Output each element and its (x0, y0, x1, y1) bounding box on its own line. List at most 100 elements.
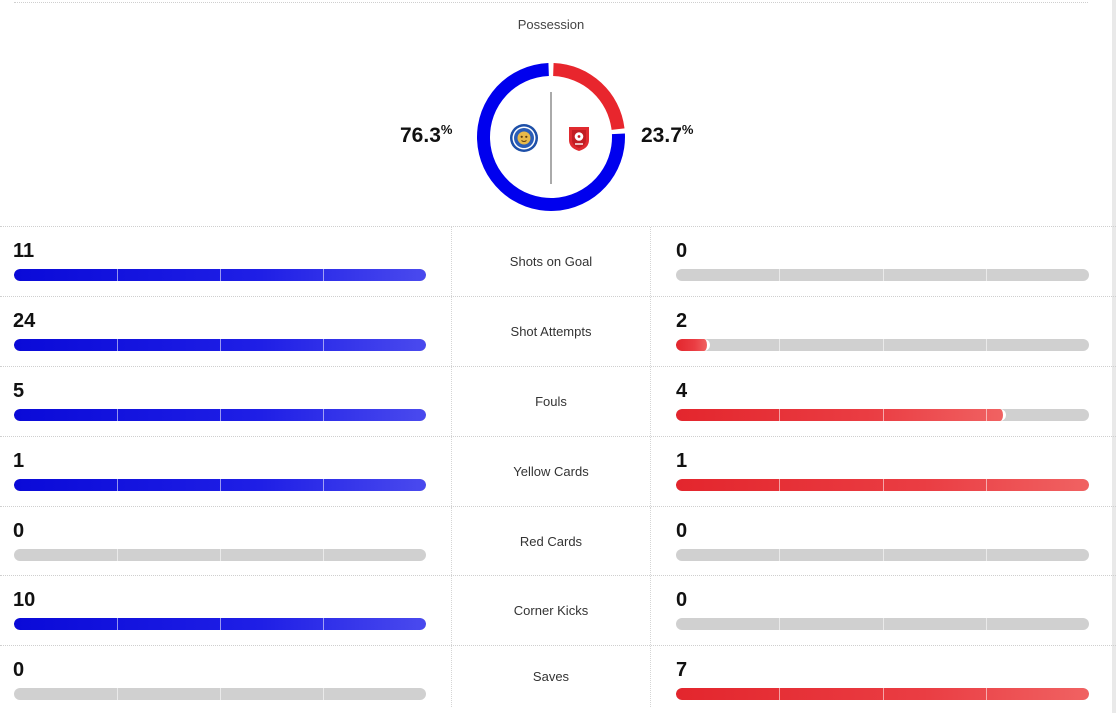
bar-segment-divider (220, 688, 221, 701)
bar-segment-divider (985, 408, 987, 421)
bar-segment-divider (220, 618, 221, 631)
home-stat-value: 24 (13, 309, 36, 332)
bar-segment-divider (220, 408, 221, 421)
home-stat-value: 0 (13, 659, 25, 682)
stats-table: 11 Shots on Goal 0 24 Shot Attempts 2 5 Fouls… (0, 226, 1116, 708)
away-stat-value: 0 (676, 240, 688, 262)
bar-segment-divider (323, 548, 324, 561)
away-stat-bar (676, 338, 1089, 351)
bar-segment-divider (779, 548, 781, 561)
bar-segment-divider (323, 478, 324, 491)
away-stat-bar-fill (676, 338, 711, 351)
stat-label: Shot Attempts (451, 296, 651, 366)
away-stat-bar-fill (676, 408, 1007, 421)
stat-row-yellow-cards: 1 Yellow Cards 1 (0, 435, 1116, 506)
away-stat-bar (676, 618, 1089, 631)
away-stat-value: 0 (676, 519, 688, 542)
bar-segment-divider (779, 618, 781, 631)
away-possession-symbol: % (681, 122, 694, 137)
bar-segment-divider (985, 478, 987, 491)
away-stat-value: 1 (676, 449, 688, 472)
bar-segment-divider (985, 269, 987, 281)
bar-segment-divider (220, 269, 221, 281)
away-stat-value: 7 (676, 659, 688, 682)
away-stat-bar (676, 548, 1089, 561)
bar-segment-divider (882, 478, 884, 491)
home-possession-value: 76.3 (400, 124, 441, 147)
away-possession-arc (553, 63, 625, 130)
bar-segment-divider (882, 269, 884, 281)
home-stat-value: 0 (13, 519, 25, 542)
home-stat-bar (14, 338, 426, 351)
bar-segment-divider (220, 548, 221, 561)
bar-segment-divider (882, 618, 884, 631)
leicester-city-crest-icon (509, 123, 539, 153)
bar-segment-divider (882, 548, 884, 561)
home-stat-bar (14, 548, 426, 561)
stat-label: Shots on Goal (451, 227, 651, 296)
away-stat-bar (676, 478, 1089, 491)
bar-segment-divider (117, 688, 118, 701)
bar-segment-divider (117, 408, 118, 421)
away-stat-bar (676, 688, 1089, 701)
bar-segment-divider (779, 338, 781, 351)
away-stat-value: 0 (676, 589, 688, 612)
rotherham-united-crest-icon (564, 123, 594, 153)
home-possession-symbol: % (440, 122, 453, 137)
bar-segment-divider (779, 408, 781, 421)
stat-row-red-cards: 0 Red Cards 0 (0, 505, 1116, 576)
home-stat-bar (14, 688, 426, 701)
home-stat-bar (14, 478, 426, 491)
home-stat-bar (14, 269, 426, 281)
stat-row-saves: 0 Saves 7 (0, 645, 1116, 708)
stat-row-corner-kicks: 10 Corner Kicks 0 (0, 575, 1116, 646)
bar-segment-divider (323, 618, 324, 631)
bar-segment-divider (985, 338, 987, 351)
stat-label: Saves (451, 646, 651, 708)
bar-segment-divider (117, 269, 118, 281)
stat-row-fouls: 5 Fouls 4 (0, 365, 1116, 436)
bar-segment-divider (985, 618, 987, 631)
possession-title: Possession (517, 17, 585, 32)
bar-segment-divider (882, 688, 884, 701)
bar-segment-divider (779, 269, 781, 281)
bar-segment-divider (220, 338, 221, 351)
away-stat-value: 4 (676, 379, 688, 402)
scrollbar-track[interactable] (1112, 0, 1116, 713)
bar-segment-divider (882, 338, 884, 351)
bar-segment-divider (220, 478, 221, 491)
stat-label: Red Cards (451, 506, 651, 576)
bar-segment-divider (985, 548, 987, 561)
bar-segment-divider (779, 688, 781, 701)
away-possession-value: 23.7 (641, 124, 682, 147)
stat-row-shot-attempts: 24 Shot Attempts 2 (0, 295, 1116, 366)
possession-donut-chart (476, 62, 626, 212)
bar-segment-divider (117, 338, 118, 351)
top-divider (14, 2, 1088, 3)
bar-segment-divider (323, 408, 324, 421)
home-possession: 76.3% (400, 122, 453, 148)
bar-segment-divider (117, 548, 118, 561)
away-stat-value: 2 (676, 309, 688, 332)
stat-label: Yellow Cards (451, 436, 651, 506)
stat-label: Corner Kicks (451, 576, 651, 646)
home-stat-value: 10 (13, 589, 36, 612)
away-stat-bar (676, 408, 1089, 421)
away-stat-bar (676, 269, 1089, 281)
bar-segment-divider (985, 688, 987, 701)
home-stat-value: 11 (13, 240, 35, 262)
home-stat-bar (14, 618, 426, 631)
bar-segment-divider (779, 478, 781, 491)
stat-label: Fouls (451, 366, 651, 436)
home-stat-value: 5 (13, 379, 25, 402)
bar-segment-divider (117, 618, 118, 631)
bar-segment-divider (117, 478, 118, 491)
bar-segment-divider (323, 688, 324, 701)
stat-row-shots-on-goal: 11 Shots on Goal 0 (0, 226, 1116, 296)
bar-segment-divider (323, 338, 324, 351)
home-stat-value: 1 (13, 449, 25, 472)
bar-segment-divider (323, 269, 324, 281)
away-possession: 23.7% (641, 122, 694, 148)
home-stat-bar (14, 408, 426, 421)
bar-segment-divider (882, 408, 884, 421)
